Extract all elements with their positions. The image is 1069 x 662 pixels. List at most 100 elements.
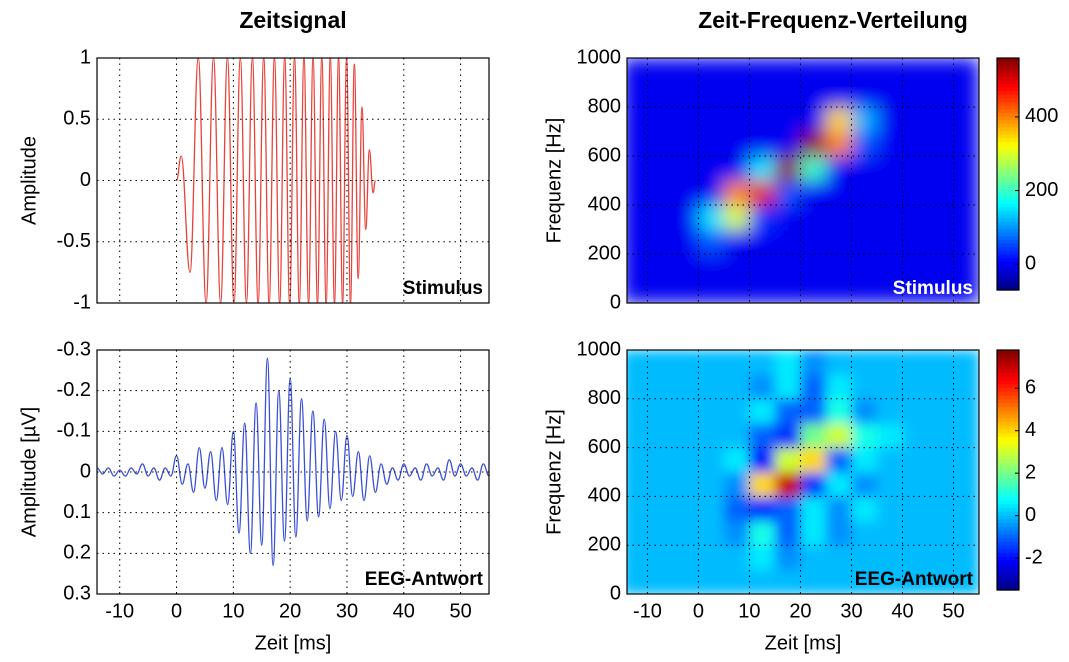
colorbar-step <box>997 350 1019 355</box>
heatmap-cell <box>698 545 725 571</box>
heatmap-cell <box>800 205 827 230</box>
heatmap-cell <box>749 107 776 132</box>
heatmap-cell <box>825 107 852 132</box>
colorbar-step <box>997 199 1019 204</box>
colorbar-step <box>997 97 1019 103</box>
heatmap-cell <box>953 569 979 594</box>
colorbar-step <box>997 563 1019 569</box>
heatmap-cell <box>723 131 750 157</box>
heatmap-cell <box>774 569 801 594</box>
heatmap-cell <box>953 82 979 108</box>
heatmap <box>627 350 979 594</box>
heatmap-cell <box>876 278 903 303</box>
y-tick-label: 0 <box>80 169 91 191</box>
heatmap-cell <box>825 58 852 83</box>
x-tick-label: 10 <box>222 600 244 622</box>
colorbar-step <box>997 94 1019 99</box>
heatmap-cell <box>627 423 648 449</box>
colorbar-step <box>997 174 1019 179</box>
heatmap-cell <box>825 254 852 279</box>
plot-frame <box>626 57 980 304</box>
heatmap-cell <box>627 107 648 132</box>
annotation: EEG-Antwort <box>855 569 974 590</box>
heatmap-cell <box>902 107 929 132</box>
colorbar-step <box>997 126 1019 132</box>
y-tick-label: 200 <box>588 242 621 264</box>
colorbar-step <box>997 246 1019 251</box>
colorbar-step <box>997 268 1019 273</box>
colorbar-step <box>997 421 1019 426</box>
colorbar-step <box>997 425 1019 430</box>
heatmap-cell <box>876 472 903 497</box>
heatmap-cell <box>876 520 903 546</box>
colorbar-step <box>997 447 1019 452</box>
heatmap-cell <box>774 374 801 400</box>
colorbar-step <box>997 533 1019 539</box>
colorbar-step <box>997 481 1019 486</box>
heatmap-cell <box>749 520 776 546</box>
heatmap-cell <box>927 131 954 157</box>
heatmap-cell <box>800 472 827 497</box>
plot-area <box>627 58 979 303</box>
heatmap-cell <box>698 229 725 255</box>
colorbar-tick-label: 200 <box>1025 179 1058 201</box>
heatmap-cell <box>876 569 903 594</box>
colorbar-step <box>997 271 1019 277</box>
colorbar-step <box>997 541 1019 546</box>
colorbar-step <box>997 552 1019 557</box>
colorbar-step <box>997 575 1019 580</box>
heatmap-cell <box>627 374 648 400</box>
heatmap-cell <box>825 520 852 546</box>
panel: -1 -0.5 0 0.5 1 Zeitsignal Amplitude Stimulus <box>18 7 490 313</box>
plot-frame <box>96 57 490 304</box>
colorbar-step <box>997 503 1019 509</box>
x-tick-label: 0 <box>693 600 704 622</box>
heatmap-cell <box>851 131 878 157</box>
heatmap-cell <box>800 58 827 83</box>
heatmap-cell <box>876 107 903 132</box>
colorbar-step <box>997 116 1019 121</box>
colorbar-step <box>997 119 1019 124</box>
heatmap-cell <box>723 545 750 571</box>
heatmap-cell <box>876 58 903 83</box>
heatmap-cell <box>825 496 852 522</box>
heatmap-cell <box>876 398 903 424</box>
x-tick-label: -10 <box>633 600 662 622</box>
heatmap-cell <box>800 254 827 279</box>
heatmap-cell <box>800 423 827 449</box>
heatmap-cell <box>672 374 699 400</box>
heatmap-cell <box>927 569 954 594</box>
plot-area <box>627 350 979 594</box>
annotation: Stimulus <box>893 278 973 299</box>
colorbar-step <box>997 105 1019 110</box>
heatmap-cell <box>698 205 725 230</box>
heatmap-cell <box>723 278 750 303</box>
heatmap-cell <box>825 278 852 303</box>
heatmap-cell <box>749 254 776 279</box>
heatmap-cell <box>723 58 750 83</box>
heatmap-cell <box>647 278 674 303</box>
heatmap-cell <box>927 58 954 83</box>
colorbar-step <box>997 101 1019 106</box>
heatmap-cell <box>672 545 699 571</box>
heatmap-cell <box>749 350 776 375</box>
colorbar-step <box>997 148 1019 153</box>
colorbar-step <box>997 257 1019 262</box>
heatmap-cell <box>851 520 878 546</box>
heatmap-cell <box>647 58 674 83</box>
heatmap-cell <box>825 398 852 424</box>
colorbar-step <box>997 137 1019 142</box>
heatmap-cell <box>647 496 674 522</box>
colorbar-step <box>997 526 1019 531</box>
heatmap-cell <box>774 229 801 255</box>
colorbar-step <box>997 206 1019 211</box>
heatmap-cell <box>627 278 648 303</box>
heatmap-cell <box>672 156 699 181</box>
colorbar-step <box>997 141 1019 146</box>
colorbar-step <box>997 166 1019 171</box>
heatmap-cell <box>825 447 852 473</box>
plot-area <box>97 357 489 567</box>
heatmap-cell <box>749 423 776 449</box>
colorbar-step <box>997 383 1019 389</box>
heatmap-cell <box>774 82 801 108</box>
